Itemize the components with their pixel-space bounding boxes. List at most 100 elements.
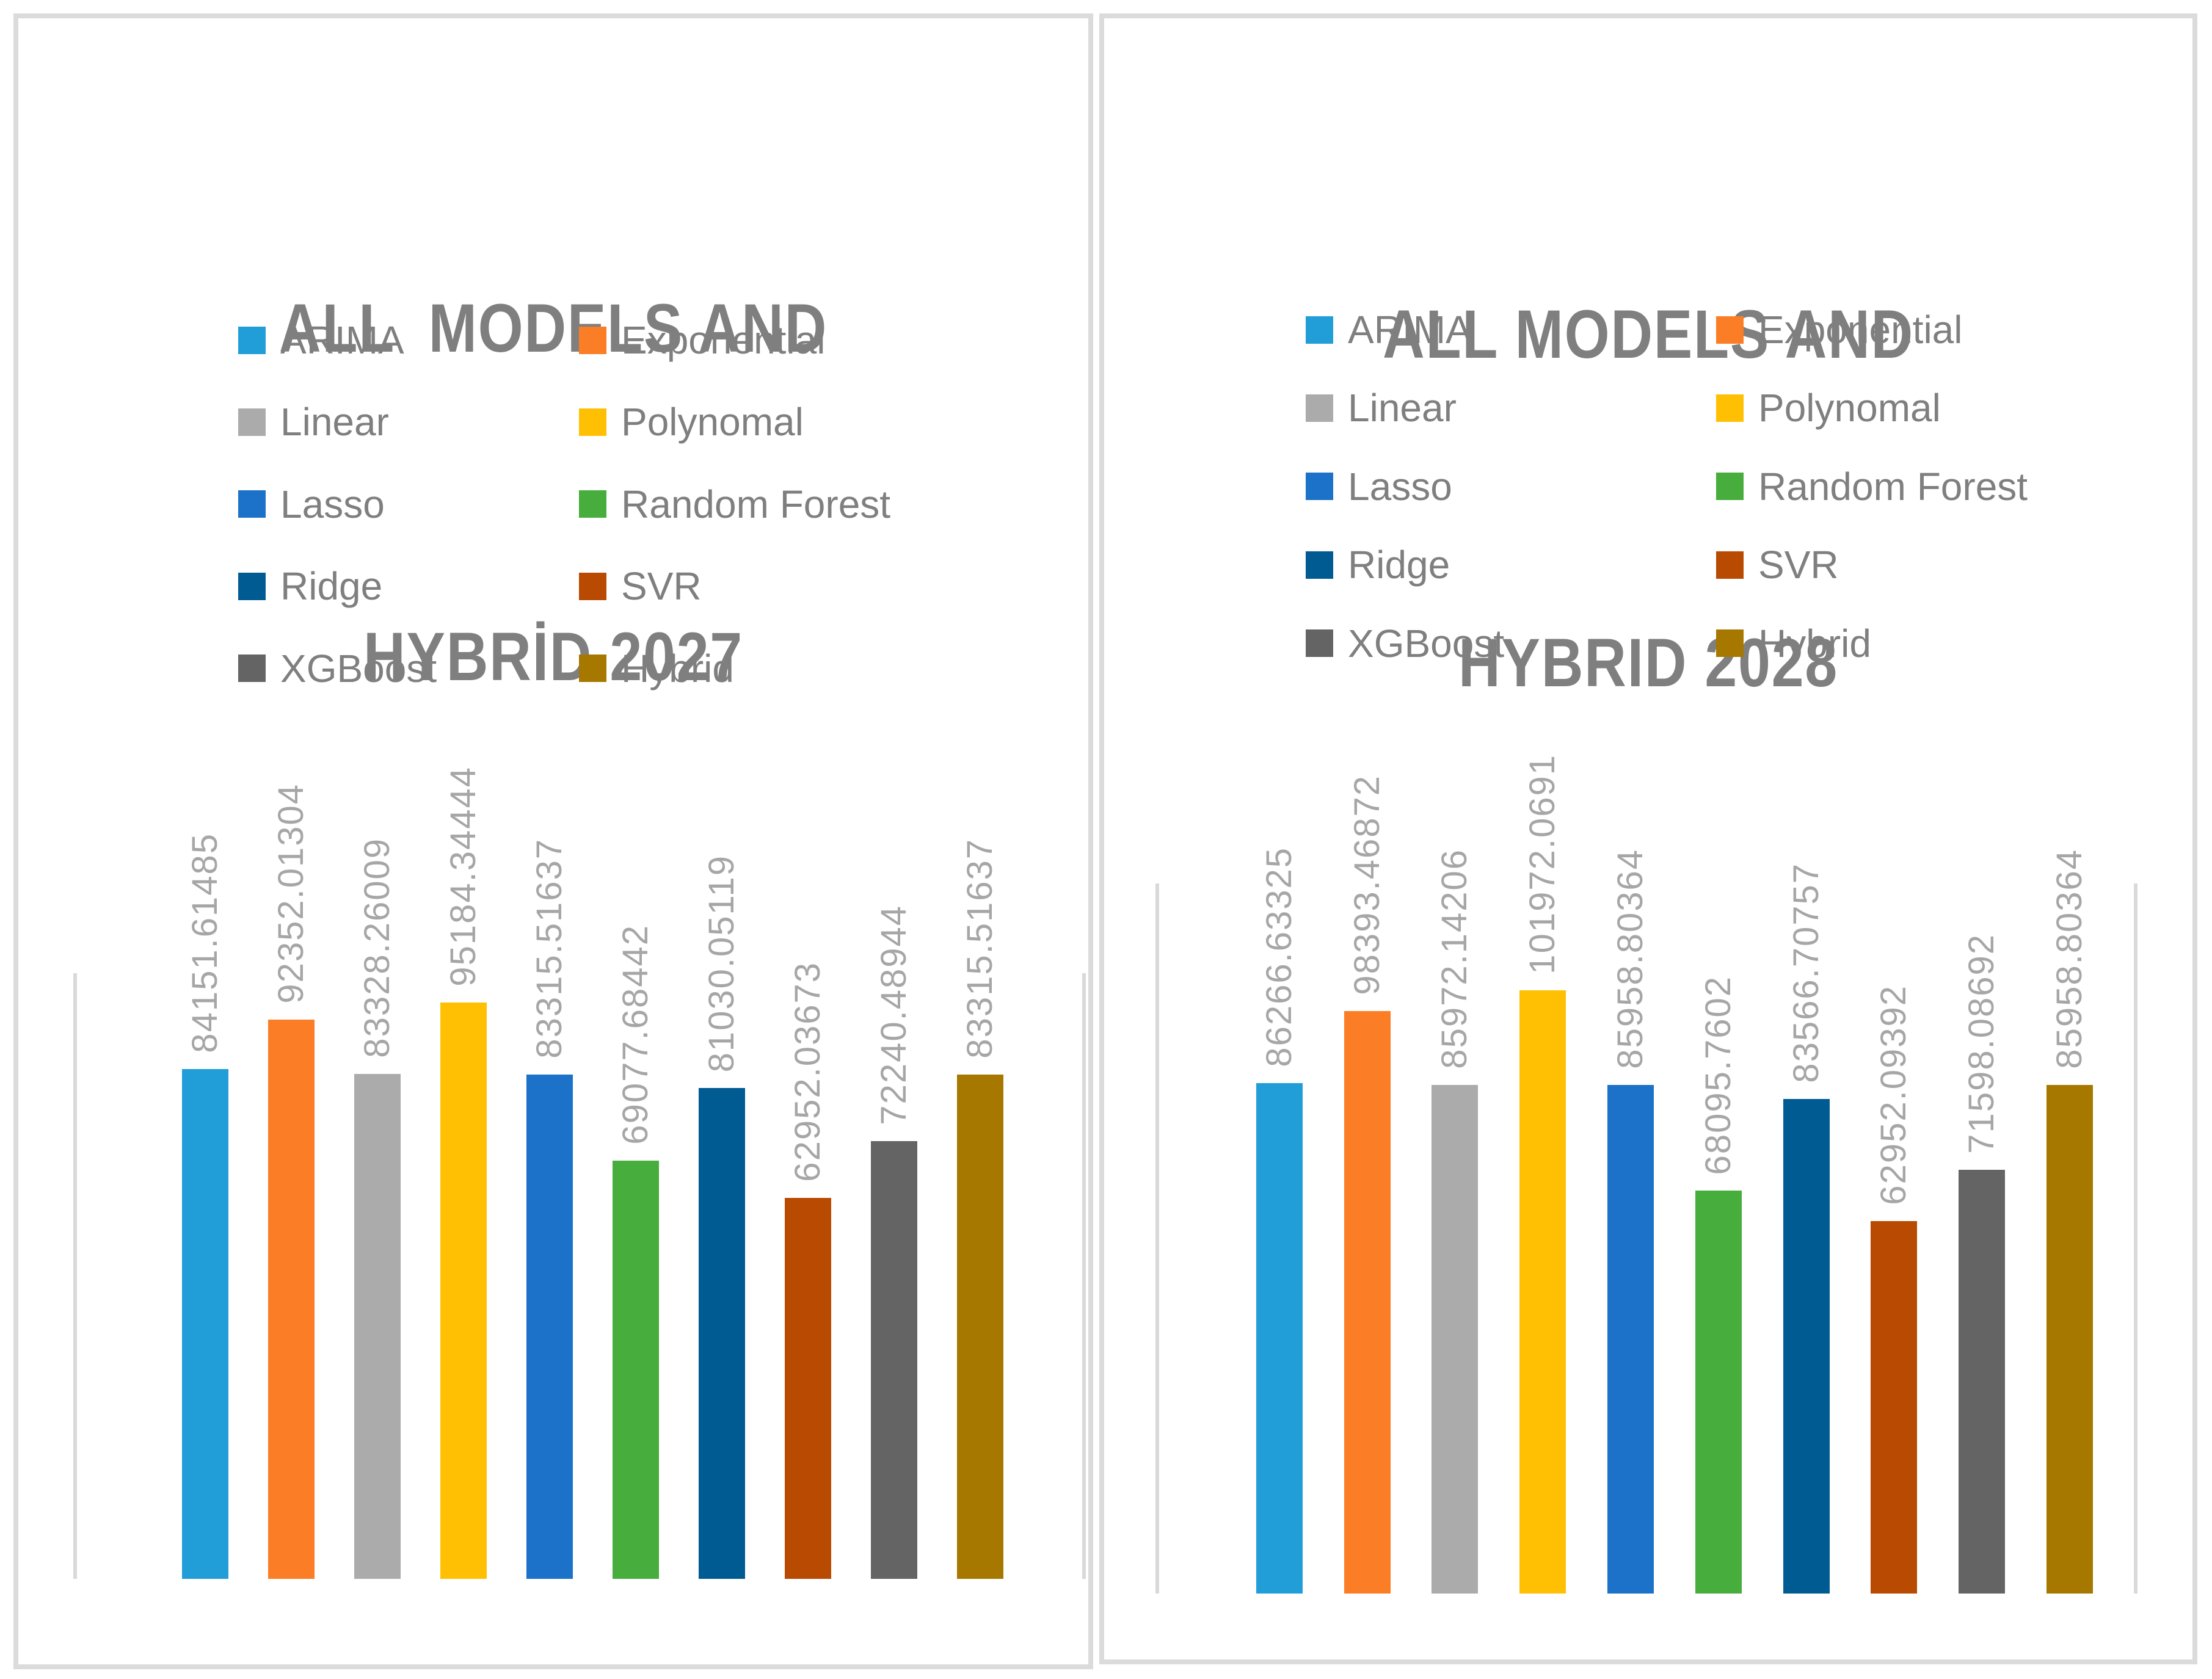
bar-slot: 101972.0691 [1499, 754, 1587, 1594]
bar-arima [181, 1069, 228, 1579]
bar-slot: 83315.51637 [506, 838, 592, 1579]
bar-slot: 62952.09392 [1850, 883, 1938, 1594]
legend-label: SVR [621, 564, 702, 609]
bar-value-label: 86266.63325 [1259, 847, 1299, 1067]
bar-polynomal [1519, 990, 1566, 1594]
legend-label: Hybrid [1758, 621, 1871, 665]
bar-random-forest [612, 1161, 659, 1579]
bar-value-label: 84151.61485 [184, 833, 225, 1053]
legend-swatch-icon [579, 572, 606, 600]
bar-slot: 85958.80364 [2026, 849, 2114, 1594]
bar-lasso [1607, 1085, 1654, 1594]
legend-swatch-icon [579, 655, 606, 683]
legend: ARIMA Exponential Linear Polynomal Lasso Rand… [1306, 308, 2028, 665]
legend-item-hybrid: Hybrid [1716, 622, 2028, 665]
legend-swatch-icon [1306, 551, 1333, 579]
legend-item-xgboost: XGBoost [238, 647, 579, 690]
legend-item-lasso: Lasso [1306, 465, 1716, 508]
legend-swatch-icon [579, 490, 606, 518]
legend-swatch-icon [579, 408, 606, 437]
bar-slot: 86266.63325 [1235, 847, 1323, 1594]
legend-swatch-icon [1716, 473, 1744, 501]
bar-ridge [1783, 1099, 1830, 1594]
legend-item-exponential: Exponential [1716, 308, 2028, 351]
legend-swatch-icon [1716, 394, 1744, 422]
legend-swatch-icon [238, 490, 266, 518]
bar-value-label: 69077.68442 [615, 924, 655, 1145]
bar-random-forest [1695, 1191, 1742, 1594]
bar-value-label: 72240.48944 [873, 905, 914, 1125]
bar-value-label: 98393.46872 [1347, 775, 1387, 995]
chart-panel-2028: ALL MODELS AND HYBRID 2028 ARIMA Exponent… [1099, 13, 2197, 1664]
bar-slot: 69077.68442 [592, 924, 679, 1579]
bar-slot: 81030.05119 [679, 855, 765, 1579]
legend-label: Lasso [1348, 464, 1452, 509]
legend-item-exponential: Exponential [579, 319, 890, 361]
bar-value-label: 92352.01304 [271, 783, 311, 1004]
bar-value-label: 83566.70757 [1786, 863, 1826, 1083]
bar-slot: 83328.26009 [334, 838, 420, 1579]
bar-slot: 84151.61485 [162, 833, 248, 1579]
bar-value-label: 83315.51637 [529, 838, 569, 1059]
bar-linear [354, 1074, 401, 1579]
legend-item-arima: ARIMA [238, 319, 579, 361]
bar-slot: 92352.01304 [248, 783, 334, 1579]
bar-hybrid [2046, 1085, 2094, 1594]
legend-swatch-icon [1716, 629, 1744, 658]
bar-slot: 95184.34444 [420, 766, 506, 1579]
legend-item-lasso: Lasso [238, 482, 579, 526]
bar-arima [1256, 1083, 1303, 1594]
legend-label: Hybrid [621, 646, 734, 691]
bar-value-label: 68095.7602 [1698, 975, 1738, 1175]
bar-linear [1432, 1085, 1479, 1594]
legend-label: ARIMA [1348, 308, 1472, 352]
chart-title-line-2: HYBRİD 2027 [363, 618, 743, 695]
legend-item-hybrid: Hybrid [579, 647, 890, 690]
bar-value-label: 83315.51637 [959, 838, 1000, 1059]
legend-label: ARIMA [280, 318, 404, 362]
legend-item-arima: ARIMA [1306, 308, 1716, 351]
bar-value-label: 83328.26009 [357, 838, 397, 1058]
bar-slot: 68095.7602 [1675, 883, 1763, 1594]
bar-slot: 62952.03673 [765, 962, 851, 1579]
bar-lasso [526, 1075, 573, 1579]
bar-exponential [1344, 1011, 1391, 1594]
bar-slot: 71598.08692 [1938, 883, 2026, 1594]
bar-slot: 72240.48944 [851, 905, 937, 1579]
legend-swatch-icon [579, 326, 606, 354]
chart-panel-2027: ALL MODELS AND HYBRİD 2027 ARIMA Exponent… [13, 13, 1093, 1669]
bar-polynomal [440, 1003, 487, 1579]
legend-swatch-icon [1306, 629, 1333, 658]
bars: 84151.61485 92352.01304 83328.26009 95184.3… [77, 766, 1082, 1579]
legend-label: Polynomal [621, 400, 804, 444]
bar-slot: 85972.14206 [1411, 849, 1499, 1594]
plot-area: 84151.61485 92352.01304 83328.26009 95184.3… [73, 766, 1086, 1579]
legend-item-linear: Linear [238, 401, 579, 444]
bar-hybrid [956, 1075, 1003, 1579]
legend-item-random-forest: Random Forest [579, 482, 890, 526]
legend-swatch-icon [1306, 473, 1333, 501]
bar-value-label: 62952.09392 [1874, 985, 1914, 1205]
legend-label: XGBoost [1348, 621, 1505, 665]
legend-label: Polynomal [1758, 386, 1941, 430]
legend-item-svr: SVR [1716, 543, 2028, 587]
bar-value-label: 85958.80364 [2050, 849, 2090, 1069]
legend-label: Linear [1348, 386, 1457, 430]
legend-swatch-icon [1306, 394, 1333, 422]
bar-value-label: 81030.05119 [701, 854, 741, 1072]
legend-item-polynomal: Polynomal [579, 400, 890, 444]
legend-item-svr: SVR [579, 564, 890, 609]
bar-slot: 85958.80364 [1587, 849, 1675, 1594]
chart-title: ALL MODELS AND HYBRID 2028 [1186, 61, 2111, 937]
chart-title-line-1: ALL MODELS AND [278, 290, 828, 367]
bar-ridge [698, 1088, 745, 1579]
legend-label: Ridge [280, 564, 383, 609]
bar-value-label: 101972.0691 [1523, 754, 1563, 974]
bar-value-label: 95184.34444 [443, 766, 483, 987]
bars: 86266.63325 98393.46872 85972.14206 101972.… [1159, 754, 2134, 1594]
legend-swatch-icon [238, 408, 266, 437]
legend-swatch-icon [238, 655, 266, 683]
legend-swatch-icon [1716, 551, 1744, 579]
bar-value-label: 85972.14206 [1435, 849, 1475, 1069]
legend-item-ridge: Ridge [238, 564, 579, 609]
